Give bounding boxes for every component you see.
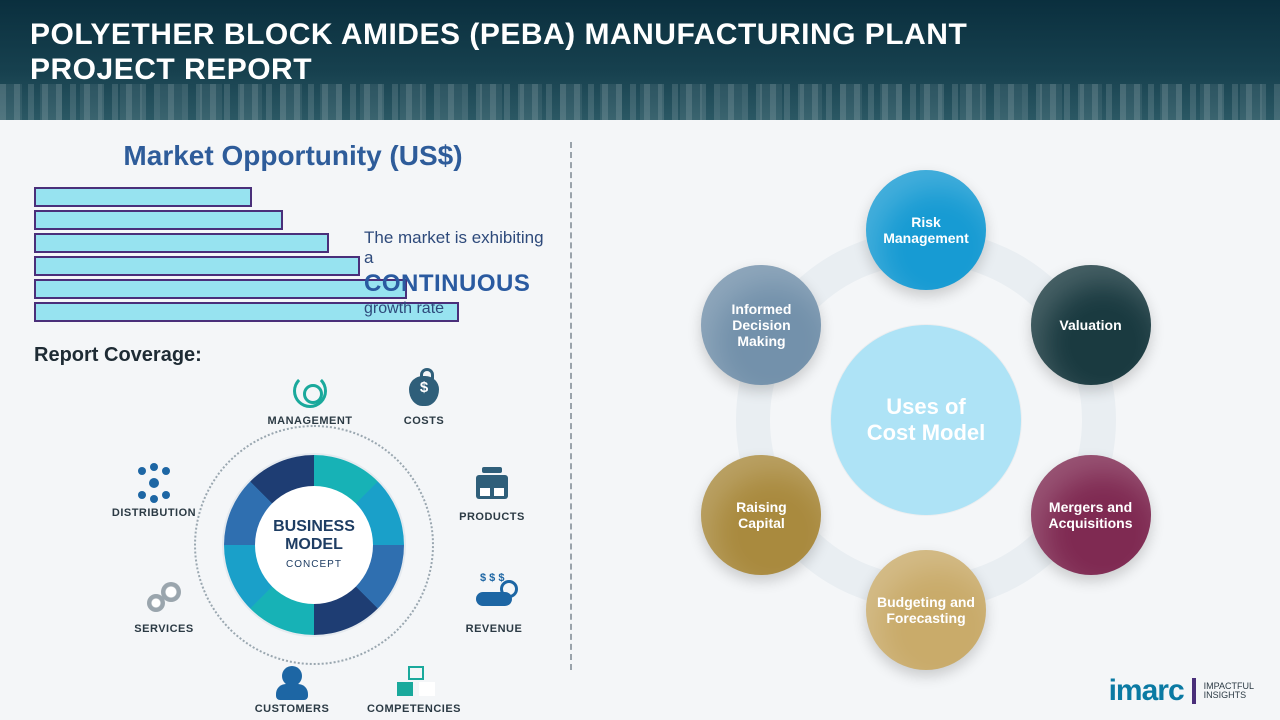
- chart-bar: [34, 233, 329, 253]
- management-icon: [290, 371, 330, 411]
- revenue-icon: $ $ $: [474, 579, 514, 619]
- petal-informed: Informed Decision Making: [701, 265, 821, 385]
- petal-valuation: Valuation: [1031, 265, 1151, 385]
- chart-bar: [34, 210, 283, 230]
- bm-node-costs: COSTS: [364, 371, 484, 427]
- bm-node-label: COMPETENCIES: [354, 703, 474, 715]
- bm-node-label: MANAGEMENT: [250, 415, 370, 427]
- brand-logo: imarc IMPACTFUL INSIGHTS: [1109, 674, 1254, 708]
- petal-budget: Budgeting and Forecasting: [866, 550, 986, 670]
- chart-bar: [34, 279, 407, 299]
- products-icon: [472, 467, 512, 507]
- callout-line3: growth rate: [364, 300, 552, 318]
- bm-node-label: REVENUE: [434, 623, 554, 635]
- bm-node-customers: CUSTOMERS: [232, 659, 352, 715]
- bm-node-services: SERVICES: [104, 579, 224, 635]
- petal-risk: Risk Management: [866, 170, 986, 290]
- distribution-icon: [134, 463, 174, 503]
- chart-bar: [34, 187, 252, 207]
- business-model-center-label: BUSINESS MODEL CONCEPT: [273, 518, 355, 572]
- logo-word: imarc: [1109, 674, 1184, 708]
- bm-node-label: SERVICES: [104, 623, 224, 635]
- callout-line2: CONTINUOUS: [364, 270, 552, 298]
- bm-node-label: PRODUCTS: [432, 511, 552, 523]
- costs-icon: [404, 371, 444, 411]
- chart-bar: [34, 256, 360, 276]
- petal-ma: Mergers and Acquisitions: [1031, 455, 1151, 575]
- page-title: POLYETHER BLOCK AMIDES (PEBA) MANUFACTUR…: [30, 18, 1110, 87]
- bm-node-competencies: COMPETENCIES: [354, 659, 474, 715]
- services-icon: [144, 579, 184, 619]
- bm-node-products: PRODUCTS: [432, 467, 552, 523]
- header: POLYETHER BLOCK AMIDES (PEBA) MANUFACTUR…: [0, 0, 1280, 120]
- bm-node-distribution: DISTRIBUTION: [94, 463, 214, 519]
- skyline-graphic: [0, 84, 1280, 120]
- left-panel: Market Opportunity (US$) The market is e…: [0, 120, 570, 720]
- uses-hub: Uses of Cost Model: [831, 325, 1021, 515]
- growth-callout: The market is exhibiting a CONTINUOUS gr…: [364, 228, 552, 318]
- right-panel: Uses of Cost Model imarc IMPACTFUL INSIG…: [572, 120, 1280, 720]
- customers-icon: [272, 659, 312, 699]
- market-opportunity-title: Market Opportunity (US$): [34, 140, 552, 172]
- logo-sub: IMPACTFUL INSIGHTS: [1204, 682, 1254, 701]
- bm-node-label: DISTRIBUTION: [94, 507, 214, 519]
- bm-node-management: MANAGEMENT: [250, 371, 370, 427]
- logo-divider: [1192, 678, 1196, 704]
- business-model-diagram: BUSINESS MODEL CONCEPT MANAGEMENTCOSTS PR…: [34, 371, 554, 711]
- business-model-ring: BUSINESS MODEL CONCEPT: [224, 455, 404, 635]
- report-coverage-title: Report Coverage:: [34, 344, 552, 367]
- competencies-icon: [394, 659, 434, 699]
- bm-node-revenue: $ $ $ REVENUE: [434, 579, 554, 635]
- callout-line1: The market is exhibiting a: [364, 228, 552, 268]
- market-bar-chart: The market is exhibiting a CONTINUOUS gr…: [34, 180, 552, 340]
- bm-node-label: COSTS: [364, 415, 484, 427]
- petal-capital: Raising Capital: [701, 455, 821, 575]
- bm-node-label: CUSTOMERS: [232, 703, 352, 715]
